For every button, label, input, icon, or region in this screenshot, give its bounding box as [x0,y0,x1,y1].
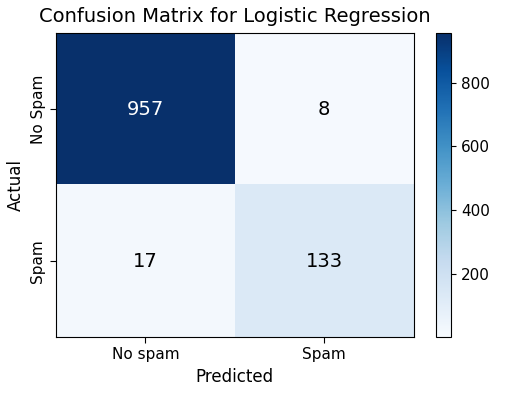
Y-axis label: Actual: Actual [7,159,25,211]
X-axis label: Predicted: Predicted [195,368,273,386]
Title: Confusion Matrix for Logistic Regression: Confusion Matrix for Logistic Regression [39,7,430,26]
Text: 8: 8 [318,99,330,119]
Text: 133: 133 [305,252,342,270]
Text: 957: 957 [126,99,164,119]
Text: 17: 17 [133,252,157,270]
